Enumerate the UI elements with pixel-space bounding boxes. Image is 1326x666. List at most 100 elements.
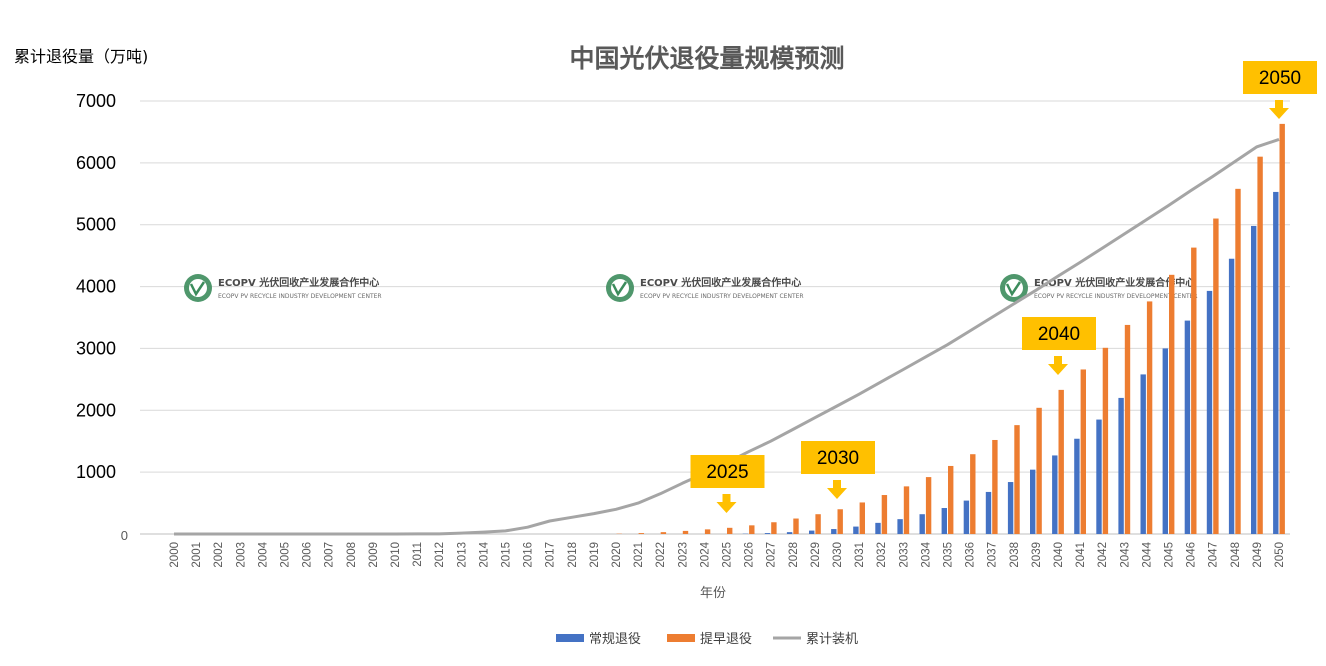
legend: 常规退役 提早退役 累计装机 xyxy=(556,631,858,647)
bar-series xyxy=(616,123,1285,535)
legend-label: 累计装机 xyxy=(806,632,858,647)
y-tick-label: 6000 xyxy=(76,153,116,173)
x-tick-label: 2041 xyxy=(1075,542,1087,568)
bar-regular-2028 xyxy=(786,532,793,534)
x-tick-label: 2014 xyxy=(478,541,490,567)
callout-label: 2040 xyxy=(1038,324,1080,345)
bar-early-2021 xyxy=(638,533,644,534)
bar-early-2036 xyxy=(970,454,976,534)
bar-early-2047 xyxy=(1213,218,1219,534)
x-tick-label: 2038 xyxy=(1009,542,1021,568)
x-tick-label: 2037 xyxy=(987,542,999,568)
x-tick-label: 2032 xyxy=(876,542,888,568)
watermark-subtitle: ECOPV PV RECYCLE INDUSTRY DEVELOPMENT CE… xyxy=(640,293,804,300)
legend-label: 提早退役 xyxy=(700,631,752,647)
x-tick-label: 2030 xyxy=(832,542,844,568)
bar-early-2026 xyxy=(749,525,755,534)
x-tick-label: 2026 xyxy=(744,542,756,568)
callout-2025: 2025 xyxy=(690,455,765,513)
callout-box xyxy=(801,441,875,474)
bar-regular-2039 xyxy=(1030,469,1036,534)
callout-2050: 2050 xyxy=(1243,61,1317,119)
bar-early-2030 xyxy=(837,509,843,534)
bar-early-2040 xyxy=(1058,389,1064,534)
y-tick-label: 4000 xyxy=(76,277,116,297)
x-tick-label: 2029 xyxy=(810,542,822,568)
bar-early-2035 xyxy=(948,465,954,534)
down-arrow-icon xyxy=(1048,356,1068,375)
callout-box xyxy=(1243,61,1317,94)
x-axis-ticks: 2000 2001 2002 2003 2004 2005 2006 2007 2008 2009… xyxy=(169,541,1286,567)
bar-regular-2032 xyxy=(875,522,881,534)
legend-item: 提早退役 xyxy=(667,631,752,647)
y-axis-label: 累计退役量（万吨) xyxy=(14,47,148,66)
bar-regular-2031 xyxy=(853,526,859,534)
bar-regular-2050 xyxy=(1273,191,1279,534)
x-tick-label: 2015 xyxy=(501,542,513,568)
watermark: ECOPV 光伏回收产业发展合作中心 ECOPV PV RECYCLE INDUS… xyxy=(606,274,804,302)
x-tick-label: 2048 xyxy=(1230,542,1242,568)
legend-swatch xyxy=(556,634,584,642)
callout-label: 2025 xyxy=(706,462,748,483)
bar-early-2048 xyxy=(1235,188,1241,534)
x-tick-label: 2049 xyxy=(1252,542,1264,568)
x-tick-label: 2009 xyxy=(368,542,380,568)
x-tick-label: 2000 xyxy=(169,542,181,568)
bar-regular-2029 xyxy=(809,530,815,534)
bar-regular-2045 xyxy=(1162,348,1168,534)
legend-item: 常规退役 xyxy=(556,632,641,647)
x-tick-label: 2050 xyxy=(1274,542,1286,568)
callout-box xyxy=(690,455,765,488)
bar-regular-2041 xyxy=(1074,438,1080,534)
callout-2030: 2030 xyxy=(801,441,875,499)
bar-regular-2036 xyxy=(963,500,970,534)
bar-regular-2044 xyxy=(1140,374,1146,534)
y-axis-ticks: 0 1000 2000 3000 4000 5000 6000 7000 xyxy=(76,91,128,543)
watermark-title: ECOPV 光伏回收产业发展合作中心 xyxy=(218,276,379,289)
x-tick-label: 2033 xyxy=(898,542,910,568)
callout-box xyxy=(1022,317,1096,350)
bar-regular-2027 xyxy=(764,533,771,534)
x-tick-label: 2022 xyxy=(655,542,667,568)
x-tick-label: 2045 xyxy=(1164,542,1176,568)
year-callouts: 2025 2030 2040 2050 xyxy=(690,61,1317,513)
x-tick-label: 2003 xyxy=(235,542,247,568)
logo-check-mark xyxy=(611,281,628,297)
y-tick-label: 0 xyxy=(121,528,128,543)
x-tick-label: 2020 xyxy=(611,542,623,568)
x-tick-label: 2031 xyxy=(854,542,866,568)
x-tick-label: 2017 xyxy=(545,542,557,568)
down-arrow-icon xyxy=(716,494,737,513)
chart-title: 中国光伏退役量规模预测 xyxy=(569,44,844,73)
bar-regular-2049 xyxy=(1251,225,1257,535)
bar-early-2043 xyxy=(1124,324,1131,534)
x-tick-label: 2021 xyxy=(633,542,645,568)
bar-early-2029 xyxy=(815,514,821,534)
bar-early-2023 xyxy=(682,530,689,534)
x-tick-label: 2004 xyxy=(257,541,269,567)
bar-early-2033 xyxy=(903,486,910,534)
bar-early-2025 xyxy=(727,527,733,534)
bar-regular-2038 xyxy=(1007,482,1014,534)
y-tick-label: 7000 xyxy=(76,91,116,111)
callout-2040: 2040 xyxy=(1022,317,1096,375)
y-tick-label: 5000 xyxy=(76,215,116,235)
x-tick-label: 2025 xyxy=(722,542,734,568)
bar-regular-2035 xyxy=(941,508,947,534)
x-tick-label: 2006 xyxy=(302,542,314,568)
x-tick-label: 2013 xyxy=(456,542,468,568)
bar-early-2022 xyxy=(660,532,667,534)
watermark-subtitle: ECOPV PV RECYCLE INDUSTRY DEVELOPMENT CE… xyxy=(1034,293,1198,300)
bar-early-2032 xyxy=(881,495,888,534)
bar-regular-2033 xyxy=(897,519,903,534)
logo-check-mark xyxy=(1005,281,1022,297)
x-tick-label: 2010 xyxy=(390,542,402,568)
watermark-title: ECOPV 光伏回收产业发展合作中心 xyxy=(640,276,801,289)
y-tick-label: 3000 xyxy=(76,338,116,358)
watermark-subtitle: ECOPV PV RECYCLE INDUSTRY DEVELOPMENT CE… xyxy=(218,293,382,300)
legend-swatch xyxy=(667,634,695,642)
bar-regular-2047 xyxy=(1206,290,1213,534)
x-tick-label: 2007 xyxy=(324,542,336,568)
x-tick-label: 2024 xyxy=(699,541,711,567)
